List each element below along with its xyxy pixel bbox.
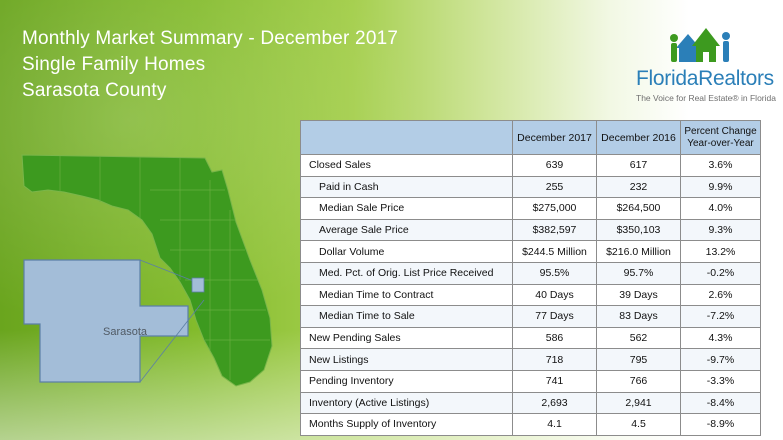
value-dec-2017: 4.1 — [512, 413, 597, 436]
page-subtitle: Single Family Homes — [22, 54, 206, 75]
value-dec-2016: 39 Days — [596, 283, 681, 307]
houses-people-icon — [670, 28, 730, 62]
value-dec-2017: 741 — [512, 369, 597, 393]
value-dec-2017: 639 — [512, 154, 597, 177]
row-label: Med. Pct. of Orig. List Price Received — [300, 261, 513, 285]
percent-change: -3.3% — [680, 369, 761, 393]
table-row: Average Sale Price $382,597 $350,103 9.3% — [300, 218, 761, 242]
percent-change: 2.6% — [680, 283, 761, 307]
row-label: Dollar Volume — [300, 240, 513, 263]
value-dec-2017: 255 — [512, 175, 597, 199]
table-row: Closed Sales 639 617 3.6% — [300, 154, 761, 177]
value-dec-2016: 232 — [596, 175, 681, 199]
table-row: Dollar Volume $244.5 Million $216.0 Millio… — [300, 240, 761, 263]
value-dec-2017: 95.5% — [512, 261, 597, 285]
table-row: Pending Inventory 741 766 -3.3% — [300, 369, 761, 393]
row-label: Closed Sales — [300, 154, 513, 177]
column-header-percent-change: Percent Change Year-over-Year — [680, 120, 761, 155]
table-row: New Pending Sales 586 562 4.3% — [300, 326, 761, 350]
title-block: Monthly Market Summary - December 2017 S… — [22, 26, 398, 104]
table-row: New Listings 718 795 -9.7% — [300, 348, 761, 371]
value-dec-2017: $244.5 Million — [512, 240, 597, 263]
value-dec-2016: $264,500 — [596, 197, 681, 220]
column-header-dec-2017: December 2017 — [512, 120, 597, 155]
sarasota-county-shape — [23, 259, 189, 383]
percent-change: -8.4% — [680, 391, 761, 415]
value-dec-2017: 2,693 — [512, 391, 597, 415]
row-label: Paid in Cash — [300, 175, 513, 199]
row-label: Average Sale Price — [300, 218, 513, 242]
row-label: Pending Inventory — [300, 369, 513, 393]
row-label: Inventory (Active Listings) — [300, 391, 513, 415]
table-header-row: December 2017 December 2016 Percent Chan… — [300, 120, 761, 155]
value-dec-2016: 562 — [596, 326, 681, 350]
florida-map — [21, 154, 273, 387]
percent-change: 13.2% — [680, 240, 761, 263]
market-summary-table: December 2017 December 2016 Percent Chan… — [300, 120, 761, 436]
county-title: Sarasota County — [22, 80, 167, 101]
percent-change: 9.3% — [680, 218, 761, 242]
page-title: Monthly Market Summary - December 2017 — [22, 28, 399, 49]
table-row: Median Time to Contract 40 Days 39 Days 2.6… — [300, 283, 761, 307]
county-map-label: Sarasota — [103, 326, 148, 338]
value-dec-2016: 4.5 — [596, 413, 681, 436]
row-label: New Pending Sales — [300, 326, 513, 350]
percent-change: 9.9% — [680, 175, 761, 199]
percent-change: -9.7% — [680, 348, 761, 371]
value-dec-2016: $216.0 Million — [596, 240, 681, 263]
percent-change: 4.0% — [680, 197, 761, 220]
value-dec-2016: $350,103 — [596, 218, 681, 242]
value-dec-2017: 586 — [512, 326, 597, 350]
column-header-dec-2016: December 2016 — [596, 120, 681, 155]
row-label: Median Time to Sale — [300, 305, 513, 328]
table-row: Median Time to Sale 77 Days 83 Days -7.2% — [300, 305, 761, 328]
value-dec-2016: 2,941 — [596, 391, 681, 415]
percent-change: 4.3% — [680, 326, 761, 350]
table-row: Median Sale Price $275,000 $264,500 4.0% — [300, 197, 761, 220]
value-dec-2017: 40 Days — [512, 283, 597, 307]
column-header-label — [300, 120, 513, 155]
row-label: Median Time to Contract — [300, 283, 513, 307]
row-label: Months Supply of Inventory — [300, 413, 513, 436]
row-label: Median Sale Price — [300, 197, 513, 220]
table-row: Months Supply of Inventory 4.1 4.5 -8.9% — [300, 413, 761, 436]
table-row: Med. Pct. of Orig. List Price Received 95… — [300, 261, 761, 285]
percent-change: -0.2% — [680, 261, 761, 285]
value-dec-2017: 718 — [512, 348, 597, 371]
value-dec-2016: 795 — [596, 348, 681, 371]
value-dec-2017: $382,597 — [512, 218, 597, 242]
florida-state-shape — [21, 154, 273, 387]
value-dec-2016: 617 — [596, 154, 681, 177]
table-row: Inventory (Active Listings) 2,693 2,941 -8.… — [300, 391, 761, 415]
value-dec-2016: 95.7% — [596, 261, 681, 285]
value-dec-2017: 77 Days — [512, 305, 597, 328]
value-dec-2016: 766 — [596, 369, 681, 393]
logo-tagline: The Voice for Real Estate® in Florida — [636, 93, 776, 103]
table-row: Paid in Cash 255 232 9.9% — [300, 175, 761, 199]
value-dec-2017: $275,000 — [512, 197, 597, 220]
logo-name: FloridaRealtors — [636, 67, 774, 90]
value-dec-2016: 83 Days — [596, 305, 681, 328]
row-label: New Listings — [300, 348, 513, 371]
percent-change: -8.9% — [680, 413, 761, 436]
percent-change: 3.6% — [680, 154, 761, 177]
percent-change: -7.2% — [680, 305, 761, 328]
